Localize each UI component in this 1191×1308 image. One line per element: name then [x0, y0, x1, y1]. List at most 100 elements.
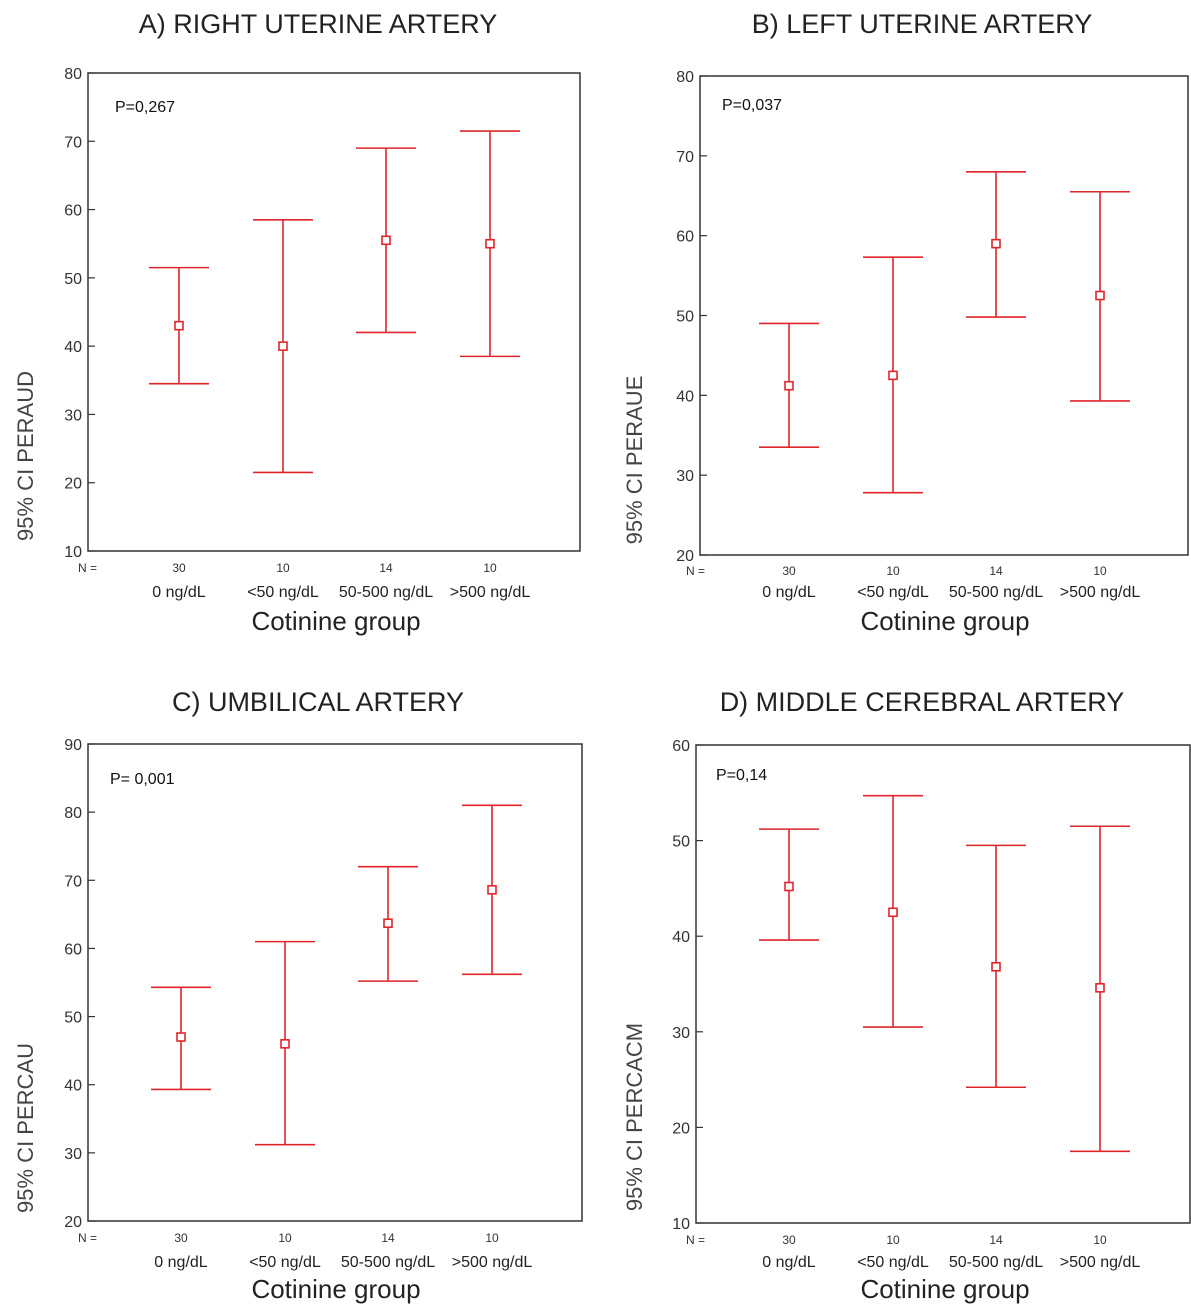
mean-marker — [383, 918, 393, 929]
panel-b-plot-area — [699, 75, 1189, 556]
panel-b-n-value: 30 — [782, 564, 796, 578]
panel-c-category-label: <50 ng/dL — [249, 1254, 321, 1271]
panel-a-y-tick-label: 10 — [64, 544, 82, 561]
panel-a-x-axis-title: Cotinine group — [251, 606, 420, 636]
panel-b-category-label: >500 ng/dL — [1060, 584, 1141, 601]
panel-c-y-tick-label: 20 — [64, 1214, 82, 1231]
panel-d-error-bar — [759, 828, 819, 941]
panel-c-category-label: >500 ng/dL — [452, 1254, 533, 1271]
mean-marker — [278, 341, 288, 351]
panel-a-category-label: <50 ng/dL — [247, 584, 319, 601]
panel-c-y-tick-label: 30 — [64, 1146, 82, 1163]
panel-b-y-tick-label: 50 — [676, 309, 694, 326]
panel-d-error-bar — [863, 794, 923, 1028]
panel-b-error-bar — [1070, 190, 1130, 402]
panel-c-error-bar — [462, 804, 522, 976]
panel-d-y-tick-label: 40 — [672, 929, 690, 946]
panel-d-category-label: <50 ng/dL — [857, 1254, 929, 1271]
panel-b-y-tick-label: 70 — [676, 149, 694, 166]
panel-a-n-value: 30 — [172, 561, 186, 575]
panel-a-category-label: 0 ng/dL — [152, 584, 205, 601]
panel-a-y-tick-label: 30 — [64, 407, 82, 424]
panel-c-error-bar — [255, 940, 315, 1146]
panel-a-n-value: 10 — [483, 561, 497, 575]
mean-marker — [1095, 290, 1105, 301]
panel-b-n-value: 14 — [989, 564, 1003, 578]
panel-a: A) RIGHT UTERINE ARTERY 95% CI PERAUD 10… — [13, 9, 581, 636]
panel-b-y-tick-label: 30 — [676, 468, 694, 485]
panel-b-p-value: P=0,037 — [722, 97, 782, 114]
panel-b-error-bar — [759, 322, 819, 449]
panel-c-n-prefix: N = — [78, 1231, 97, 1245]
panel-b-y-ticks: 20 30 40 50 60 70 80 — [676, 69, 707, 565]
panel-b-category-labels: 0 ng/dL <50 ng/dL 50-500 ng/dL >500 ng/dL — [762, 584, 1140, 601]
panel-c-n-value: 30 — [174, 1231, 188, 1245]
panel-c-error-bar — [151, 986, 211, 1091]
panel-a-y-tick-label: 40 — [64, 339, 82, 356]
panel-b-y-axis-label: 95% CI PERAUE — [622, 376, 647, 545]
panel-d-category-label: 50-500 ng/dL — [949, 1254, 1043, 1271]
panel-c-error-bars — [151, 804, 522, 1146]
panel-b: B) LEFT UTERINE ARTERY 95% CI PERAUE 20 3… — [622, 9, 1189, 636]
panel-a-error-bars — [149, 130, 520, 474]
panel-d-category-label: 0 ng/dL — [762, 1254, 815, 1271]
panel-a-error-bar — [149, 266, 209, 385]
panel-b-error-bars — [759, 171, 1130, 494]
mean-marker — [784, 881, 794, 892]
panel-b-category-label: 50-500 ng/dL — [949, 584, 1043, 601]
panel-d-category-labels: 0 ng/dL <50 ng/dL 50-500 ng/dL >500 ng/dL — [762, 1254, 1140, 1271]
panel-b-error-bar — [863, 256, 923, 494]
panel-d-x-axis-title: Cotinine group — [860, 1274, 1029, 1304]
panel-a-error-bar — [253, 219, 313, 474]
panel-d-n-value: 10 — [1093, 1233, 1107, 1247]
panel-b-n-prefix: N = — [686, 564, 705, 578]
mean-marker — [1095, 983, 1105, 993]
panel-d-n-prefix: N = — [686, 1233, 705, 1247]
panel-a-error-bar — [460, 130, 520, 358]
panel-c-category-label: 50-500 ng/dL — [341, 1254, 435, 1271]
panel-c-y-tick-label: 60 — [64, 941, 82, 958]
panel-d-n-values: 30 10 14 10 — [782, 1233, 1107, 1247]
panel-c-y-tick-label: 80 — [64, 805, 82, 822]
panel-a-y-tick-label: 50 — [64, 271, 82, 288]
panel-a-y-axis-label: 95% CI PERAUD — [13, 371, 38, 541]
mean-marker — [991, 238, 1001, 249]
panel-c-category-labels: 0 ng/dL <50 ng/dL 50-500 ng/dL >500 ng/dL — [154, 1254, 532, 1271]
panel-c-n-value: 14 — [381, 1231, 395, 1245]
panel-a-y-ticks: 10 20 30 40 50 60 70 80 — [64, 66, 95, 561]
panel-d-title: D) MIDDLE CEREBRAL ARTERY — [720, 687, 1125, 717]
panel-d-error-bars — [759, 794, 1130, 1153]
panel-c-category-label: 0 ng/dL — [154, 1254, 207, 1271]
panel-d-n-value: 30 — [782, 1233, 796, 1247]
panel-c-y-tick-label: 70 — [64, 873, 82, 890]
panel-b-x-axis-title: Cotinine group — [860, 606, 1029, 636]
panel-d-y-tick-label: 20 — [672, 1120, 690, 1137]
panel-d-error-bar — [966, 844, 1026, 1089]
panel-b-error-bar — [966, 171, 1026, 318]
mean-marker — [174, 320, 184, 331]
mean-marker — [991, 961, 1001, 972]
panel-b-n-value: 10 — [886, 564, 900, 578]
mean-marker — [888, 907, 898, 918]
panel-c-error-bar — [358, 865, 418, 982]
panel-d-y-ticks: 10 20 30 40 50 60 — [672, 738, 703, 1233]
panel-a-error-bar — [356, 147, 416, 334]
panel-d-y-tick-label: 60 — [672, 738, 690, 755]
panel-a-title: A) RIGHT UTERINE ARTERY — [139, 9, 498, 39]
panel-b-y-tick-label: 80 — [676, 69, 694, 86]
panel-d-n-value: 10 — [886, 1233, 900, 1247]
panel-d-n-value: 14 — [989, 1233, 1003, 1247]
panel-d-p-value: P=0,14 — [716, 767, 767, 784]
panel-c-y-axis-label: 95% CI PERCAU — [13, 1043, 38, 1213]
panel-a-y-tick-label: 60 — [64, 203, 82, 220]
panel-b-y-tick-label: 20 — [676, 548, 694, 565]
panel-d-y-axis-label: 95% CI PERCACM — [622, 1023, 647, 1211]
panel-a-y-tick-label: 80 — [64, 66, 82, 83]
panel-c-p-value: P= 0,001 — [110, 771, 175, 788]
mean-marker — [784, 380, 794, 391]
panel-a-n-value: 10 — [276, 561, 290, 575]
panel-b-n-values: 30 10 14 10 — [782, 564, 1107, 578]
mean-marker — [487, 885, 497, 895]
panel-c-y-tick-label: 90 — [64, 737, 82, 754]
